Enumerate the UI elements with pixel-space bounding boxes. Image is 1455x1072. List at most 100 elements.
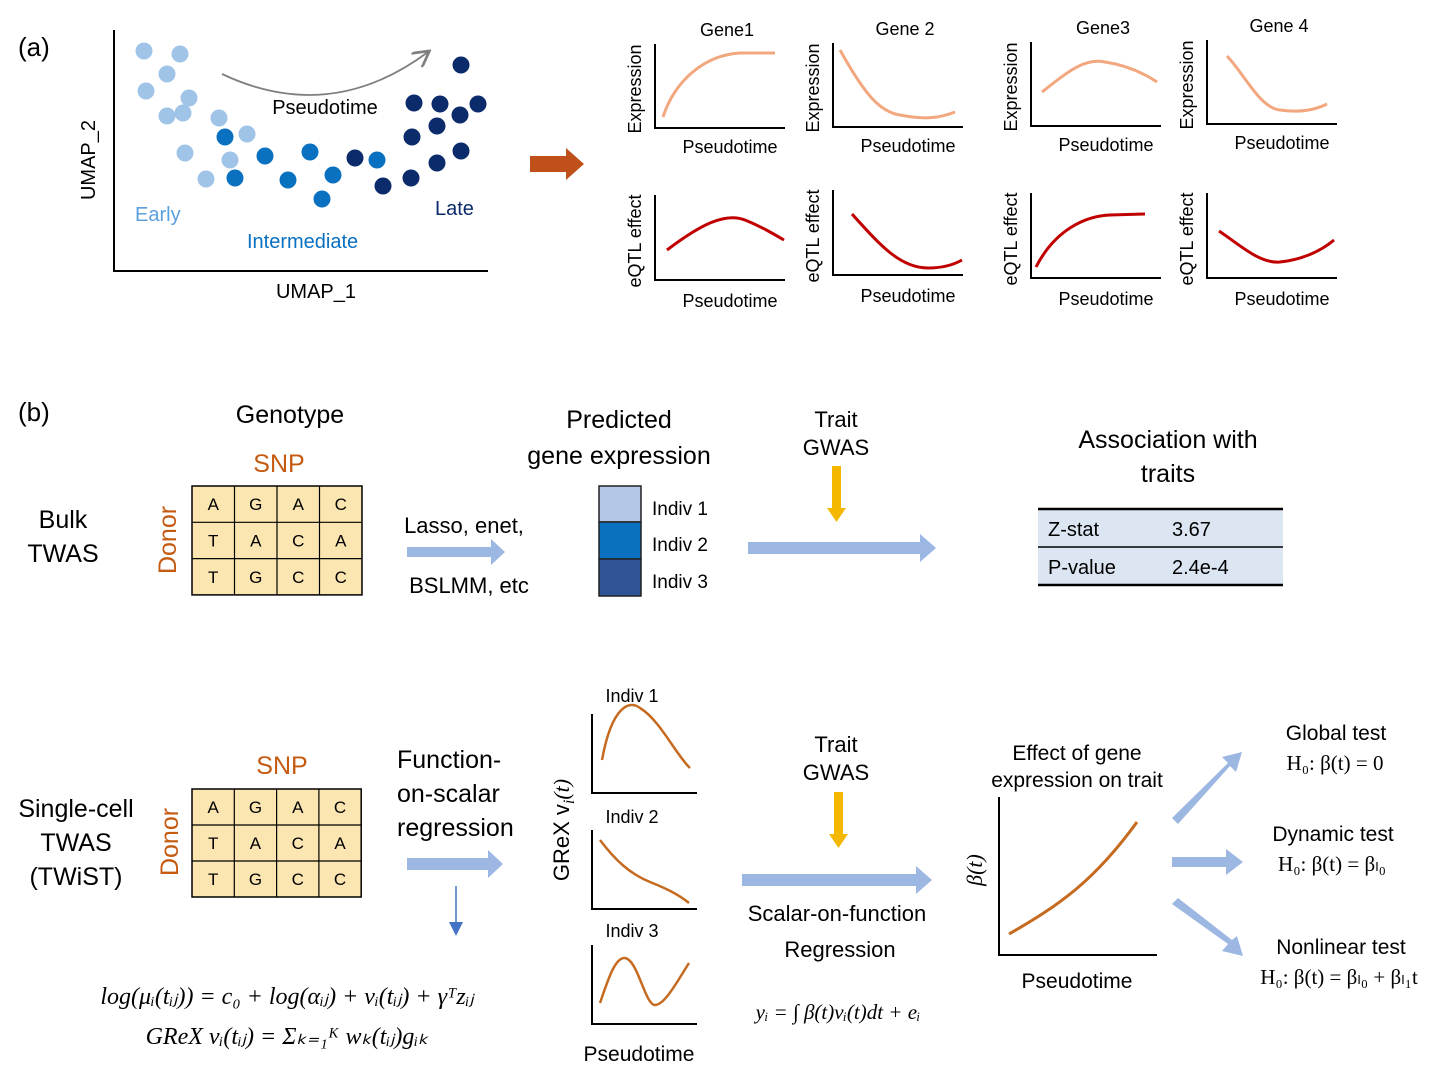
eqtl-curve-2: [850, 212, 963, 270]
expression-curve-2: [838, 49, 956, 120]
predicted-title-line2: gene expression: [527, 442, 710, 470]
assoc-title-line1: Association with: [1078, 426, 1257, 454]
snp-allele-cell: T: [208, 870, 218, 889]
grex-x-label: Pseudotime: [584, 1043, 695, 1066]
umap-dot-late: [403, 128, 421, 146]
predicted-title-line1: Predicted: [566, 406, 672, 434]
umap-dot-early: [158, 107, 176, 125]
expression-curve-4: [1225, 54, 1328, 113]
snp-allele-cell: G: [249, 870, 262, 889]
snp-allele-cell: A: [293, 495, 305, 514]
umap-dot-late: [374, 177, 392, 195]
umap-dot-late: [428, 117, 446, 135]
snp-allele-cell: A: [207, 798, 219, 817]
bulk-assoc-arrow: [748, 534, 936, 562]
bulk-indiv-3: Indiv 3: [652, 572, 708, 593]
umap-dot-early: [158, 65, 176, 83]
eqtl-y-label-4: eQTL effect: [1177, 192, 1197, 285]
predicted-expression-bar: [598, 485, 642, 597]
snp-allele-cell: C: [292, 834, 304, 853]
umap-x-label: UMAP_1: [276, 281, 356, 303]
sc-donor-label: Donor: [156, 808, 184, 876]
umap-dot-early: [197, 170, 215, 188]
expr-x-label-3: Pseudotime: [1058, 135, 1153, 155]
umap-dot-early: [238, 125, 256, 143]
eqtl-x-label-1: Pseudotime: [682, 291, 777, 311]
assoc-title-line2: traits: [1141, 460, 1195, 488]
bulk-indiv-1: Indiv 1: [652, 499, 708, 520]
umap-dot-intermediate: [216, 128, 234, 146]
gene-title-2: Gene 2: [875, 19, 934, 39]
sc-gwas-arrow: [829, 792, 848, 848]
bulk-gwas-arrow: [827, 466, 846, 522]
grex-indiv-title-1: Indiv 1: [605, 686, 658, 706]
dynamic-test-name: Dynamic test: [1272, 823, 1394, 846]
pseudotime-curved-arrow: [221, 52, 428, 96]
umap-dot-early: [180, 89, 198, 107]
eqtl-x-label-3: Pseudotime: [1058, 289, 1153, 309]
grex-curve-3: [598, 956, 691, 1007]
umap-dot-late: [402, 169, 420, 187]
sc-trait-line1: Trait: [814, 732, 857, 757]
grex-curve-1: [600, 703, 691, 769]
grex-indiv-title-3: Indiv 3: [605, 921, 658, 941]
bulk-trait-line1: Trait: [814, 407, 857, 432]
expression-curve-3: [1041, 59, 1158, 94]
eqtl-y-label-1: eQTL effect: [625, 194, 645, 287]
umap-dot-intermediate: [226, 169, 244, 187]
dynamic-test-arrow: [1172, 849, 1243, 875]
sc-method-line1: Function-: [397, 746, 501, 774]
bulk-snp-label: SNP: [253, 450, 304, 478]
umap-dot-early: [210, 109, 228, 127]
snp-allele-cell: A: [208, 495, 220, 514]
umap-dot-late: [469, 95, 487, 113]
snp-allele-cell: C: [335, 495, 347, 514]
snp-allele-cell: G: [249, 798, 262, 817]
sc-name-line2: TWAS: [40, 829, 111, 857]
umap-dot-intermediate: [256, 147, 274, 165]
umap-dot-late: [428, 154, 446, 172]
effect-y-label: β(t): [962, 854, 987, 887]
sc-name-line3: (TWiST): [29, 863, 122, 891]
nonlinear-test-hyp: H₀: β(t) = βₗ₀ + βₗ₁t: [1260, 965, 1418, 989]
effect-plot-axes: [998, 797, 1157, 956]
early-label: Early: [135, 204, 181, 226]
snp-allele-cell: G: [249, 568, 262, 587]
bulk-trait-line2: GWAS: [803, 435, 869, 460]
snp-allele-cell: T: [208, 531, 218, 550]
eqtl-curve-3: [1034, 212, 1146, 268]
sc-method-line3: regression: [397, 814, 514, 842]
snp-allele-cell: C: [334, 870, 346, 889]
eqtl-x-label-4: Pseudotime: [1234, 289, 1329, 309]
umap-dot-early: [137, 82, 155, 100]
umap-dot-early: [174, 104, 192, 122]
bulk-donor-label: Donor: [154, 506, 182, 574]
expr-y-label-2: Expression: [803, 43, 823, 132]
assoc-row1-label: Z-stat: [1048, 519, 1100, 541]
effect-x-label: Pseudotime: [1022, 970, 1133, 993]
bulk-name-line2: TWAS: [27, 540, 98, 568]
gene-title-1: Gene1: [700, 20, 754, 40]
snp-allele-cell: G: [249, 495, 262, 514]
sc-method-arrow: [407, 850, 503, 878]
bulk-snp-grid: A G A CT A C AT G C C: [191, 485, 363, 596]
umap-dot-intermediate: [301, 143, 319, 161]
late-label: Late: [435, 198, 474, 220]
bulk-indiv-2: Indiv 2: [652, 535, 708, 556]
effect-title-line1: Effect of gene: [1012, 742, 1141, 765]
umap-dot-early: [221, 151, 239, 169]
umap-dot-late: [452, 56, 470, 74]
umap-axes: [113, 30, 488, 272]
snp-allele-cell: A: [335, 531, 347, 550]
eqtl-curve-1: [666, 216, 785, 252]
formula-log-mu: log(μᵢ(tᵢⱼ)) = c₀ + log(αᵢⱼ) + vᵢ(tᵢⱼ) +…: [100, 984, 475, 1010]
sc-snp-label: SNP: [256, 752, 307, 780]
bulk-method-arrow: [407, 539, 505, 565]
umap-dot-early: [176, 144, 194, 162]
snp-allele-cell: C: [292, 531, 304, 550]
umap-dot-late: [451, 106, 469, 124]
nonlinear-test-arrow: [1172, 898, 1243, 956]
umap-scatter: [135, 42, 487, 208]
effect-title-line2: expression on trait: [991, 769, 1163, 792]
bulk-method-line1: Lasso, enet,: [404, 513, 524, 538]
